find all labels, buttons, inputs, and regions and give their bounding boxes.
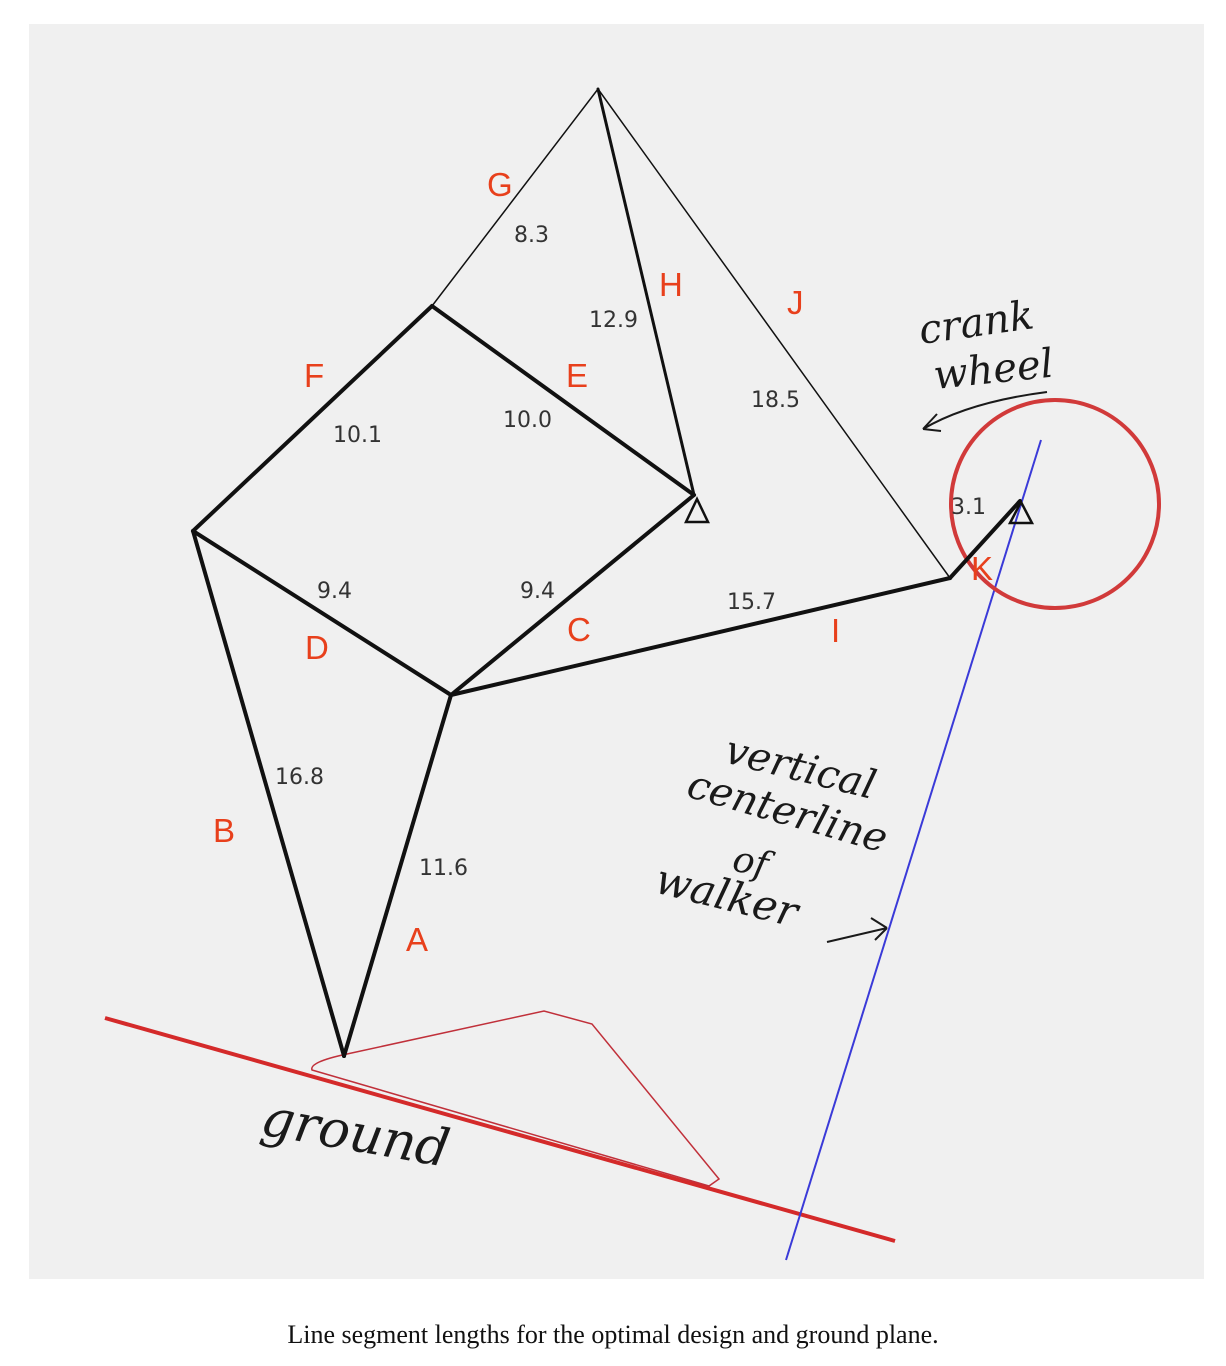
segment-d-line <box>191 529 453 697</box>
segment-h-line <box>596 87 696 497</box>
segment-letter-e: E <box>566 357 588 394</box>
length-label-c: 9.4 <box>520 579 555 604</box>
segment-b-line <box>191 529 346 1058</box>
pivot-triangle-left <box>684 496 710 524</box>
length-label-k: 3.1 <box>951 495 986 520</box>
segment-a-line <box>342 693 453 1058</box>
centerline-annotation-line4: walker <box>651 854 806 937</box>
segment-letter-f: F <box>304 357 324 394</box>
segment-c-line <box>449 493 696 697</box>
diagram-panel: 11.6 16.8 9.4 9.4 10.0 10.1 8.3 12.9 15.… <box>29 24 1204 1279</box>
length-label-b: 16.8 <box>275 765 324 790</box>
length-label-j: 18.5 <box>751 388 800 413</box>
length-label-a: 11.6 <box>419 856 468 881</box>
linkage-diagram: 11.6 16.8 9.4 9.4 10.0 10.1 8.3 12.9 15.… <box>104 87 1161 1261</box>
length-label-e: 10.0 <box>503 408 552 433</box>
ground-annotation: ground <box>257 1088 454 1180</box>
segment-f-line <box>191 304 434 533</box>
crank-wheel-circle <box>949 398 1161 610</box>
length-label-g: 8.3 <box>514 223 549 248</box>
length-label-i: 15.7 <box>727 590 776 615</box>
segment-letter-c: C <box>567 611 591 648</box>
centerline-line <box>785 439 1042 1261</box>
length-label-h: 12.9 <box>589 308 638 333</box>
segment-letter-d: D <box>305 629 329 666</box>
foot-path <box>311 1010 721 1187</box>
segment-letter-j: J <box>787 284 804 321</box>
segment-letter-h: H <box>659 266 683 303</box>
ground-line <box>104 1016 896 1243</box>
length-label-f: 10.1 <box>333 423 382 448</box>
crank-wheel-arrow <box>922 391 1048 432</box>
segment-letter-a: A <box>406 921 428 958</box>
segment-letter-g: G <box>487 166 513 203</box>
segment-g-line <box>431 88 599 307</box>
segment-j-line <box>597 88 951 579</box>
segment-e-line <box>430 304 696 497</box>
pivot-triangle-right <box>1007 499 1035 525</box>
segment-k-line <box>948 499 1022 580</box>
segment-i-line <box>449 576 952 697</box>
centerline-arrow <box>826 917 888 943</box>
figure-caption: Line segment lengths for the optimal des… <box>287 1320 939 1349</box>
segment-letter-k: K <box>971 550 993 587</box>
length-label-d: 9.4 <box>317 579 352 604</box>
segment-letter-i: I <box>831 612 840 649</box>
segment-letter-b: B <box>213 812 235 849</box>
